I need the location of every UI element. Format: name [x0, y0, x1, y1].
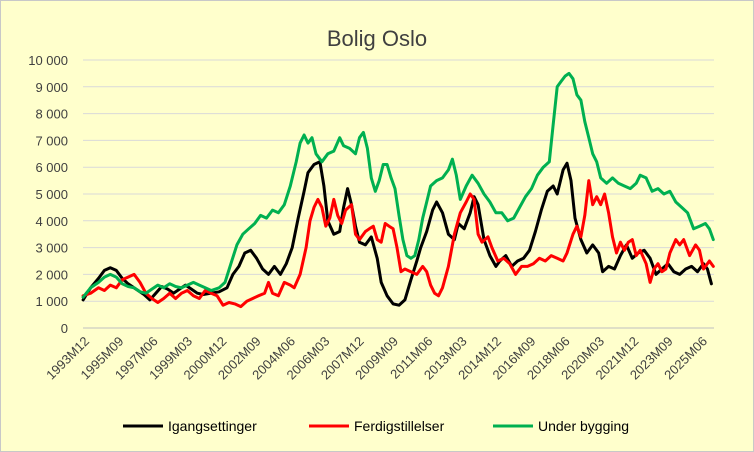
y-tick-label: 2 000	[35, 267, 68, 282]
y-tick-label: 9 000	[35, 80, 68, 95]
y-tick-label: 1 000	[35, 294, 68, 309]
y-tick-label: 6 000	[35, 160, 68, 175]
legend-label: Igangsettinger	[168, 418, 257, 434]
y-tick-label: 8 000	[35, 107, 68, 122]
legend: Igangsettinger Ferdigstillelser Under bygg…	[123, 418, 629, 434]
y-tick-label: 5 000	[35, 187, 68, 202]
chart-title: Bolig Oslo	[327, 26, 427, 51]
y-tick-label: 3 000	[35, 241, 68, 256]
series-line	[81, 71, 715, 299]
legend-label: Ferdigstillelser	[354, 418, 445, 434]
legend-label: Under bygging	[538, 418, 629, 434]
x-axis-ticks: 1993M121995M091997M061999M032000M122002M…	[43, 334, 710, 383]
series-line	[81, 179, 715, 309]
series-lines	[81, 71, 715, 309]
gridlines	[83, 59, 714, 302]
y-tick-label: 0	[61, 321, 68, 336]
y-tick-label: 7 000	[35, 133, 68, 148]
y-tick-label: 10 000	[28, 53, 68, 68]
y-axis-ticks: 0 1 000 2 000 3 000 4 000 5 000 6 000 7 000 8 00…	[28, 53, 68, 336]
y-tick-label: 4 000	[35, 214, 68, 229]
series-line	[81, 160, 713, 307]
